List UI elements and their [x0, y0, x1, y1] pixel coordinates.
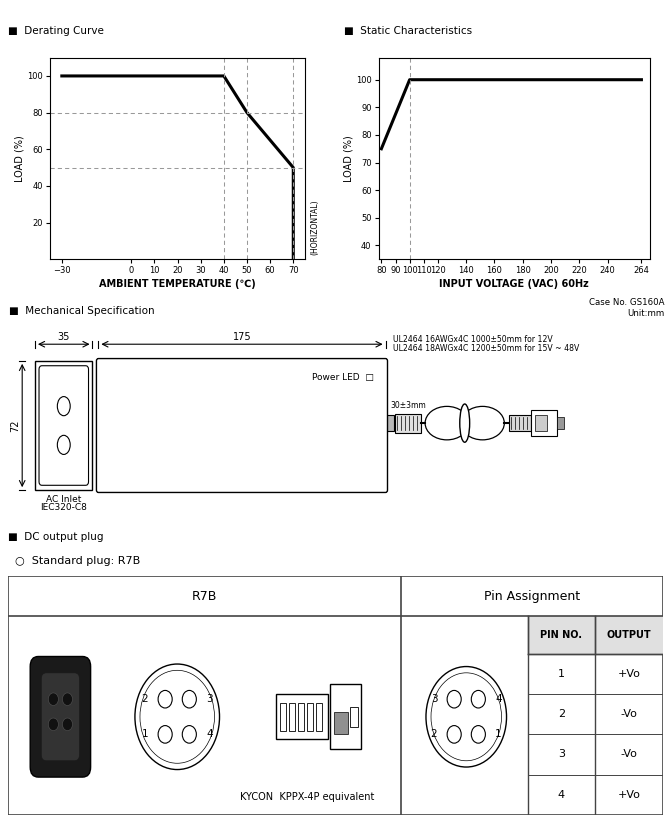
Text: 1: 1: [141, 729, 148, 739]
Text: ■  Static Characteristics: ■ Static Characteristics: [344, 26, 472, 36]
FancyBboxPatch shape: [96, 359, 387, 492]
Text: UL2464 18AWGx4C 1200±50mm for 15V ~ 48V: UL2464 18AWGx4C 1200±50mm for 15V ~ 48V: [393, 343, 580, 352]
Text: 2: 2: [558, 709, 565, 719]
Text: Power LED  □: Power LED □: [312, 373, 374, 382]
Bar: [298, 703, 304, 731]
Text: -Vo: -Vo: [620, 750, 637, 760]
Text: ■  DC output plug: ■ DC output plug: [8, 532, 103, 542]
FancyBboxPatch shape: [39, 365, 88, 486]
Text: 30±3mm: 30±3mm: [391, 401, 426, 410]
Bar: [535, 415, 547, 431]
Text: 35: 35: [58, 332, 70, 342]
Text: KYCON  KPPX-4P equivalent: KYCON KPPX-4P equivalent: [240, 793, 375, 802]
Bar: [374, 416, 379, 430]
Text: 4: 4: [206, 729, 213, 739]
Text: 1: 1: [558, 669, 565, 679]
Text: Unit:mm: Unit:mm: [627, 309, 665, 318]
Text: -Vo: -Vo: [620, 709, 637, 719]
Text: PIN NO.: PIN NO.: [541, 630, 582, 640]
Text: 3: 3: [431, 695, 438, 704]
Circle shape: [48, 693, 58, 705]
Bar: [330, 684, 360, 750]
Bar: [509, 415, 531, 431]
Bar: [280, 703, 286, 731]
Text: 1: 1: [495, 729, 502, 739]
Text: 3: 3: [206, 695, 213, 704]
Text: OUTPUT: OUTPUT: [606, 630, 651, 640]
Text: 72: 72: [10, 419, 20, 432]
Circle shape: [62, 693, 72, 705]
Text: 3: 3: [558, 750, 565, 760]
Text: R7B: R7B: [192, 590, 217, 602]
Bar: [528, 616, 663, 654]
Ellipse shape: [460, 404, 470, 442]
Bar: [378, 415, 395, 431]
X-axis label: AMBIENT TEMPERATURE (℃): AMBIENT TEMPERATURE (℃): [99, 279, 256, 290]
Text: (HORIZONTAL): (HORIZONTAL): [310, 200, 319, 255]
Text: ■  Derating Curve: ■ Derating Curve: [8, 26, 104, 36]
Ellipse shape: [58, 397, 70, 416]
Text: 2: 2: [141, 695, 148, 704]
Bar: [276, 694, 328, 739]
Ellipse shape: [58, 435, 70, 454]
Bar: [531, 410, 557, 436]
Bar: [316, 703, 322, 731]
Text: AC Inlet: AC Inlet: [46, 495, 82, 504]
Text: ○  Standard plug: R7B: ○ Standard plug: R7B: [15, 556, 140, 566]
FancyBboxPatch shape: [42, 673, 80, 760]
Text: 2: 2: [431, 729, 438, 739]
Text: +Vo: +Vo: [618, 669, 641, 679]
Text: 4: 4: [495, 695, 502, 704]
X-axis label: INPUT VOLTAGE (VAC) 60Hz: INPUT VOLTAGE (VAC) 60Hz: [440, 279, 589, 290]
Bar: [35, 361, 92, 490]
Text: +Vo: +Vo: [618, 790, 641, 800]
Text: IEC320-C8: IEC320-C8: [40, 503, 87, 512]
Bar: [334, 712, 348, 734]
Bar: [307, 703, 313, 731]
Text: Pin Assignment: Pin Assignment: [484, 590, 580, 602]
Y-axis label: LOAD (%): LOAD (%): [15, 135, 25, 182]
Bar: [289, 703, 295, 731]
FancyBboxPatch shape: [30, 657, 90, 777]
Bar: [557, 417, 563, 429]
Circle shape: [62, 718, 72, 731]
Circle shape: [48, 718, 58, 731]
Bar: [395, 414, 421, 433]
Text: Case No. GS160A: Case No. GS160A: [589, 298, 665, 307]
Text: 4: 4: [558, 790, 565, 800]
Text: UL2464 16AWGx4C 1000±50mm for 12V: UL2464 16AWGx4C 1000±50mm for 12V: [393, 335, 553, 344]
Bar: [350, 707, 358, 727]
Text: ■  Mechanical Specification: ■ Mechanical Specification: [9, 306, 155, 316]
Y-axis label: LOAD (%): LOAD (%): [343, 135, 353, 182]
Text: 175: 175: [232, 332, 251, 342]
